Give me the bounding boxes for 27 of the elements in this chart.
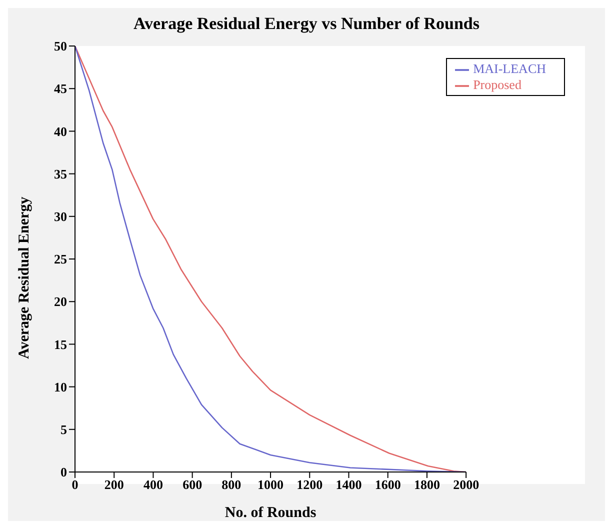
y-tick-label: 45	[54, 81, 68, 96]
y-tick-label: 0	[60, 464, 67, 480]
y-axis-title: Average Residual Energy	[16, 196, 32, 359]
y-tick-label: 30	[54, 209, 67, 224]
chart-title: Average Residual Energy vs Number of Rounds	[132, 13, 480, 35]
legend-label: MAI-LEACH	[473, 61, 546, 76]
y-tick-label: 50	[54, 38, 67, 54]
x-tick-label: 1600	[374, 477, 401, 492]
legend-label: Proposed	[473, 77, 522, 92]
y-tick-label: 25	[54, 252, 68, 267]
x-tick-label: 2000	[453, 477, 480, 492]
x-tick-label: 600	[182, 477, 202, 492]
x-tick-label: 1200	[296, 477, 323, 492]
x-tick-label: 200	[104, 477, 124, 492]
y-tick-label: 5	[60, 422, 68, 438]
x-tick-label: 0	[72, 477, 78, 492]
x-tick-label: 1400	[336, 477, 362, 492]
x-axis-title: No. of Rounds	[224, 505, 316, 521]
x-tick-label: 800	[222, 477, 242, 492]
y-tick-label: 20	[54, 294, 67, 310]
x-tick-label: 1000	[258, 477, 284, 492]
y-tick-label: 10	[54, 379, 67, 394]
x-tick-label: 400	[143, 477, 163, 492]
x-tick-label: 1800	[414, 477, 440, 492]
y-tick-label: 35	[54, 166, 68, 182]
y-tick-label: 40	[54, 124, 67, 139]
y-tick-label: 15	[54, 336, 68, 352]
